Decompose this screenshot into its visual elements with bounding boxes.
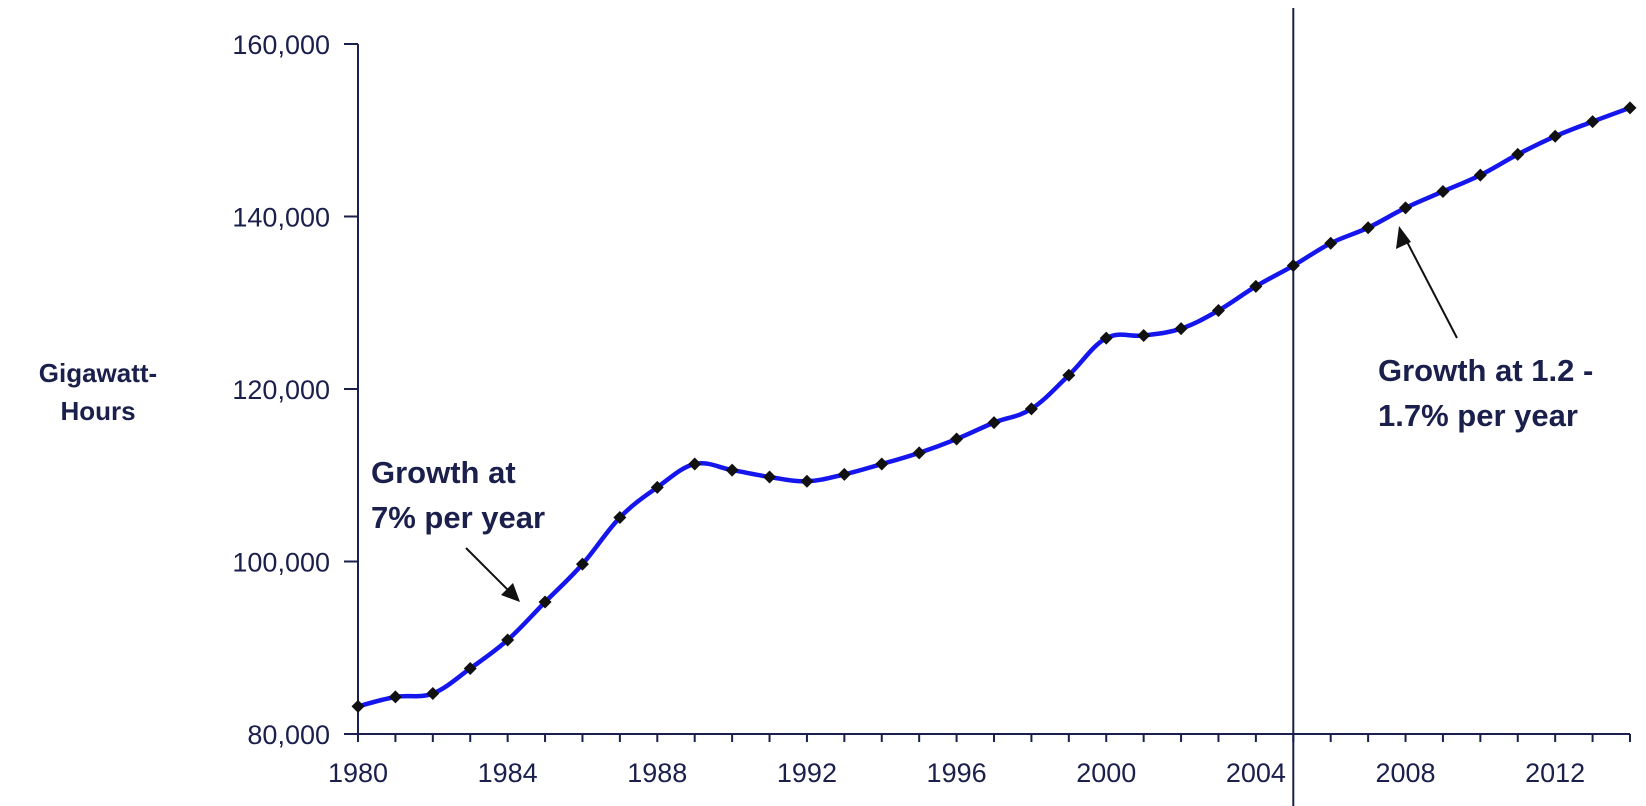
- data-point: [1473, 168, 1487, 182]
- annotation-1-2-percent: Growth at 1.2 - 1.7% per year: [1378, 226, 1593, 433]
- x-tick-label: 2004: [1226, 758, 1286, 788]
- data-point: [463, 661, 477, 675]
- data-point: [725, 463, 739, 477]
- data-point: [1286, 259, 1300, 273]
- annotation-7-percent: Growth at 7% per year: [371, 455, 545, 602]
- data-point: [575, 557, 589, 571]
- data-point: [1361, 221, 1375, 235]
- data-point: [763, 470, 777, 484]
- x-tick-label: 1992: [777, 758, 837, 788]
- y-tick-label: 120,000: [232, 375, 330, 405]
- annotation-7-percent-arrow: [465, 547, 513, 595]
- data-point: [688, 457, 702, 471]
- data-point: [875, 457, 889, 471]
- x-tick-label: 1988: [627, 758, 687, 788]
- data-point: [1399, 201, 1413, 215]
- annotation-1-2-percent-line-1: Growth at 1.2 -: [1378, 353, 1593, 388]
- data-point: [1137, 329, 1151, 343]
- annotation-1-2-percent-arrow: [1403, 235, 1458, 339]
- annotation-7-percent-line-1: Growth at: [371, 455, 516, 490]
- data-point: [800, 474, 814, 488]
- y-tick-label: 100,000: [232, 548, 330, 578]
- data-point: [1436, 184, 1450, 198]
- data-point: [388, 690, 402, 704]
- data-point: [837, 467, 851, 481]
- x-tick-label: 1996: [927, 758, 987, 788]
- data-point: [1586, 115, 1600, 129]
- annotation-7-percent-line-2: 7% per year: [371, 500, 545, 535]
- x-tick-label: 2012: [1525, 758, 1585, 788]
- y-ticks: 80,000 100,000 120,000 140,000 160,000: [232, 30, 358, 750]
- x-ticks: 1980 1984 1988 1992 1996 2000 2004 2008 2012: [328, 734, 1631, 788]
- annotation-1-2-percent-arrowhead: [1396, 226, 1411, 249]
- data-point: [1324, 236, 1338, 250]
- annotation-7-percent-arrowhead: [501, 583, 520, 602]
- y-tick-label: 140,000: [232, 203, 330, 233]
- data-point: [987, 416, 1001, 430]
- y-axis-label: Gigawatt- Hours: [39, 358, 157, 426]
- data-point: [1174, 322, 1188, 336]
- y-tick-label: 160,000: [232, 30, 330, 60]
- data-point: [1024, 402, 1038, 416]
- data-point: [613, 511, 627, 525]
- annotation-1-2-percent-line-2: 1.7% per year: [1378, 398, 1578, 433]
- data-point: [1548, 129, 1562, 143]
- data-point: [1511, 147, 1525, 161]
- data-point: [1249, 279, 1263, 293]
- y-axis-label-line-2: Hours: [60, 396, 135, 426]
- x-tick-label: 1984: [478, 758, 538, 788]
- data-point: [501, 633, 515, 647]
- data-point: [1623, 101, 1637, 115]
- data-point: [650, 480, 664, 494]
- data-point: [912, 446, 926, 460]
- y-tick-label: 80,000: [247, 720, 330, 750]
- data-point: [351, 699, 365, 713]
- data-point: [538, 595, 552, 609]
- y-axis-label-line-1: Gigawatt-: [39, 358, 157, 388]
- data-point: [1211, 304, 1225, 318]
- data-point: [950, 432, 964, 446]
- data-point: [1062, 368, 1076, 382]
- data-markers: [351, 101, 1637, 713]
- data-point: [1099, 331, 1113, 345]
- x-tick-label: 2000: [1076, 758, 1136, 788]
- x-tick-label: 1980: [328, 758, 388, 788]
- x-tick-label: 2008: [1375, 758, 1435, 788]
- data-point: [426, 686, 440, 700]
